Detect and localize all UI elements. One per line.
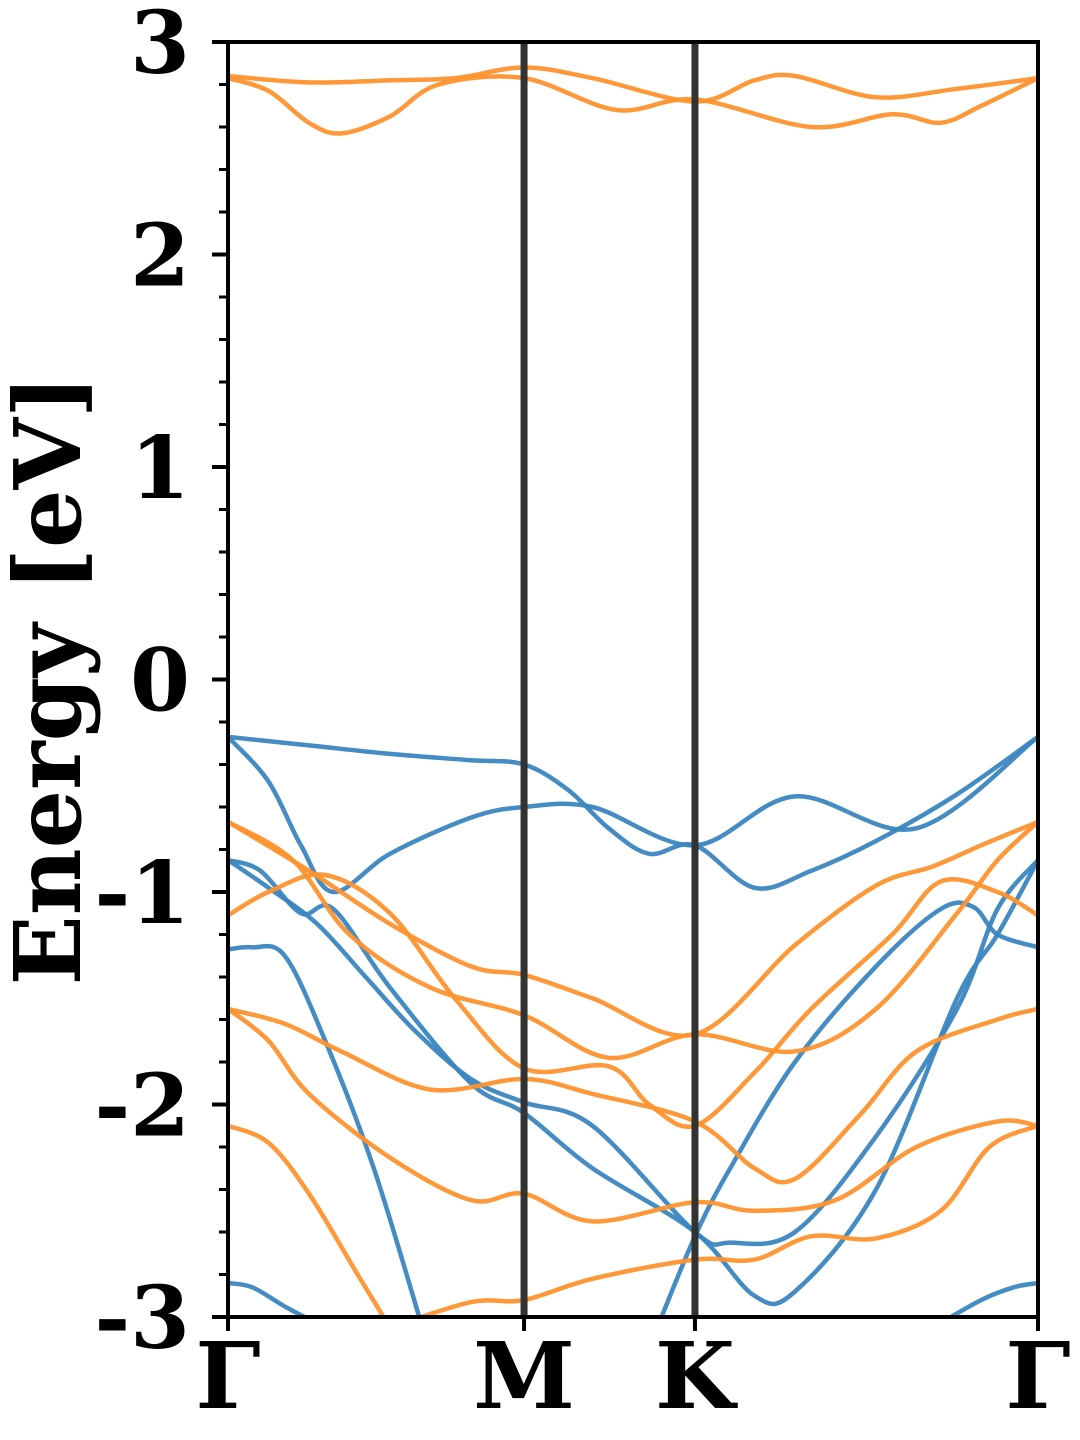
x-tick-label-3: Γ xyxy=(1005,1322,1070,1430)
y-axis-label: Energy [eV] xyxy=(0,375,102,986)
y-tick-label-4: 1 xyxy=(130,418,190,519)
spin-up-band-7 xyxy=(946,1280,1038,1317)
spin-up-band-5 xyxy=(659,900,1038,1317)
y-tick-label-3: 0 xyxy=(130,631,190,732)
spin-down-band-8 xyxy=(228,74,1038,136)
spin-down-band-11 xyxy=(228,819,1038,1061)
y-axis-ticks: -3 -2 -1 0 1 2 3 xyxy=(94,0,228,1369)
y-tick-label-2: -1 xyxy=(94,843,190,944)
y-tick-label-5: 2 xyxy=(130,206,190,307)
y-tick-label-6: 3 xyxy=(130,0,190,94)
y-tick-label-1: -2 xyxy=(94,1056,190,1157)
spin-down-band-16 xyxy=(414,1123,1038,1317)
spin-up-band-4 xyxy=(228,943,422,1317)
y-tick-label-0: -3 xyxy=(94,1268,190,1369)
high-symmetry-dividers xyxy=(520,42,699,1317)
x-tick-label-0: Γ xyxy=(195,1322,260,1430)
spin-down-band-9 xyxy=(228,65,1038,104)
spin-up-band-6 xyxy=(228,1280,310,1317)
spin-up-band-1 xyxy=(228,734,1038,895)
spin-down-band-12 xyxy=(228,872,1038,1130)
x-tick-label-2: K xyxy=(655,1322,738,1430)
spin-down-band-14 xyxy=(228,1006,1038,1224)
spin-down-band-15 xyxy=(228,1123,387,1317)
band-lines xyxy=(228,65,1038,1317)
spin-up-band-0 xyxy=(228,734,1038,891)
x-tick-label-1: M xyxy=(473,1322,575,1430)
spin-down-band-10 xyxy=(228,819,1038,1039)
plot-frame xyxy=(226,40,1040,1319)
